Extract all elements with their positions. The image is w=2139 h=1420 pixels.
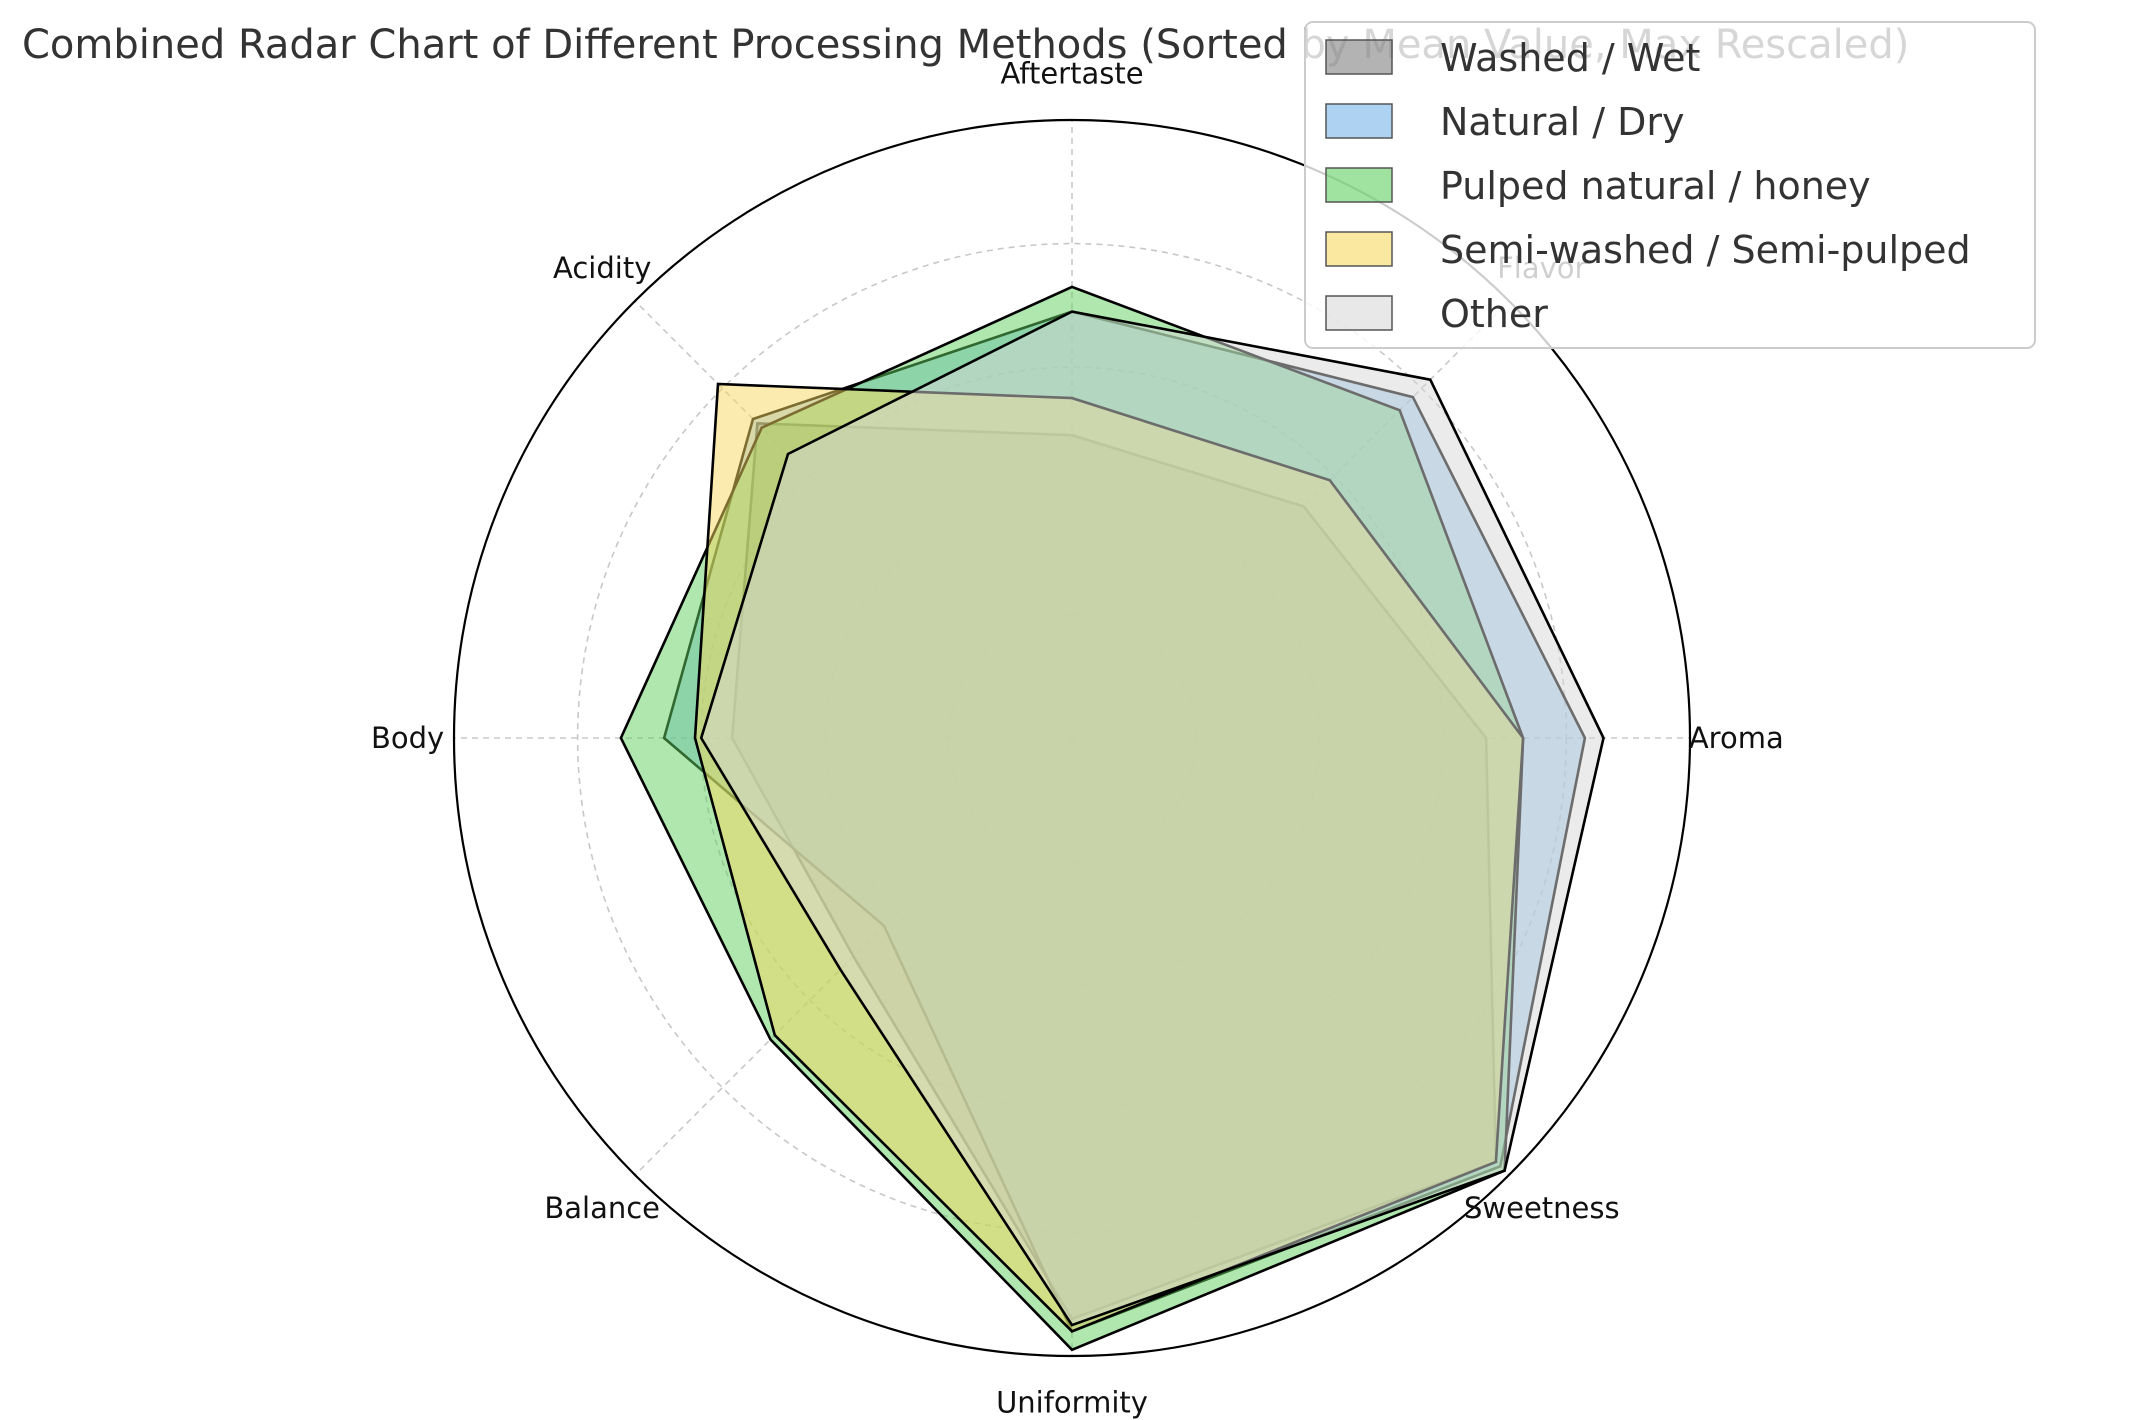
legend-swatch-semi-washed-semi-pulped bbox=[1325, 231, 1393, 267]
axis-label-aroma: Aroma bbox=[1689, 721, 1784, 755]
legend-label-washed-wet: Washed / Wet bbox=[1440, 36, 1700, 80]
legend-label-semi-washed-semi-pulped: Semi-washed / Semi-pulped bbox=[1440, 228, 1971, 272]
axis-label-acidity: Acidity bbox=[553, 251, 651, 285]
legend-label-natural-dry: Natural / Dry bbox=[1440, 100, 1685, 144]
legend-label-other: Other bbox=[1440, 292, 1548, 336]
legend-swatch-other bbox=[1325, 295, 1393, 331]
legend-swatch-natural-dry bbox=[1325, 103, 1393, 139]
axis-label-sweetness: Sweetness bbox=[1464, 1191, 1620, 1225]
series-other bbox=[699, 310, 1605, 1327]
axis-label-body: Body bbox=[371, 721, 444, 755]
legend-swatch-pulped-natural-honey bbox=[1325, 167, 1393, 203]
legend-entries: Washed / Wet Natural / Dry Pulped natural … bbox=[1325, 36, 1971, 336]
chart-legend: Washed / Wet Natural / Dry Pulped natural … bbox=[1304, 21, 2036, 349]
axis-label-uniformity: Uniformity bbox=[996, 1385, 1148, 1419]
axis-label-aftertaste: Aftertaste bbox=[1000, 57, 1143, 91]
outer-ring bbox=[452, 118, 1692, 1358]
axis-label-balance: Balance bbox=[544, 1191, 660, 1225]
legend-swatch-washed-wet bbox=[1325, 39, 1393, 75]
radar-series-layer bbox=[619, 285, 1605, 1352]
legend-frame bbox=[1304, 21, 2036, 349]
legend-label-pulped-natural-honey: Pulped natural / honey bbox=[1440, 164, 1871, 208]
